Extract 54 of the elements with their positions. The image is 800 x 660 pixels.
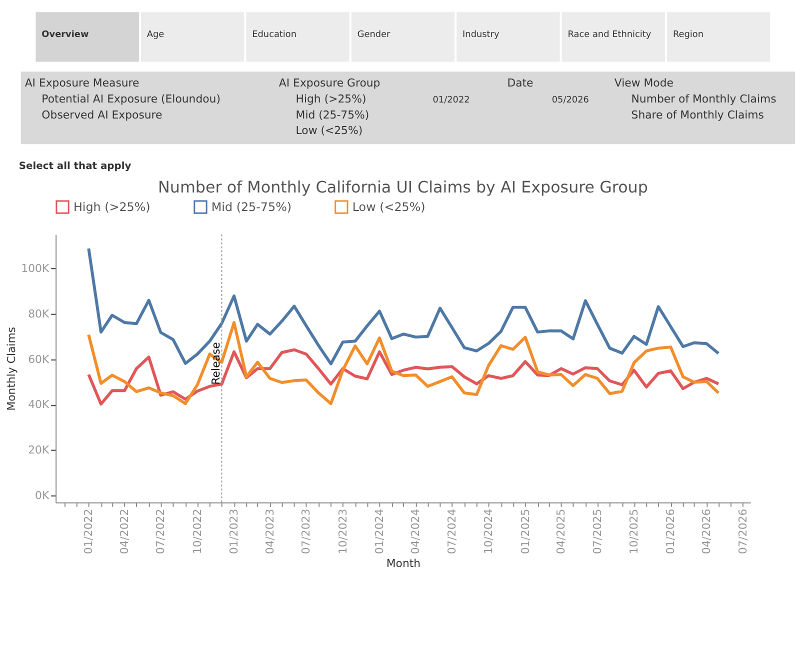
legend-label: High (>25%) [73,200,150,214]
text: Low (<25%) [296,124,363,138]
text: Education [252,30,297,40]
text: 05/2026 [552,95,590,106]
text: Number of Monthly Claims [631,92,777,106]
x-tick-label: 10/2022 [190,508,204,554]
text: Share of Monthly Claims [631,108,764,122]
text: Age [146,30,165,40]
y-tick-label: 80K [28,307,50,320]
text: Observed AI Exposure [42,108,163,122]
text: Potential AI Exposure (Eloundou) [42,92,220,106]
x-tick-label: 10/2024 [482,508,496,554]
text: Date [507,76,534,90]
x-tick-label: 07/2024 [445,508,458,554]
x-axis-title: Month [386,557,421,570]
x-tick-label: 07/2022 [154,508,168,554]
text: View Mode [614,76,674,90]
x-tick-label: 01/2025 [518,508,532,554]
y-axis-title: Monthly Claims [5,326,18,411]
x-tick-label: 01/2022 [82,508,96,554]
text: High (>25%) [296,92,366,106]
text: Overview [42,30,89,40]
legend-label: Mid (25-75%) [211,200,292,214]
text: Region [672,30,704,40]
y-tick-label: 20K [28,444,50,457]
x-tick-label: 04/2023 [263,508,276,554]
text: AI Exposure Group [278,76,380,90]
x-tick-label: 10/2025 [628,508,641,554]
y-tick-label: 100K [21,262,50,275]
x-tick-label: 04/2025 [554,508,568,554]
text: Select all that apply [18,160,132,172]
ref-line-label: Release [210,342,223,385]
x-tick-label: 04/2024 [409,508,422,554]
text: Gender [357,30,391,40]
x-tick-label: 07/2026 [736,508,750,554]
text: Race and Ethnicity [568,30,652,40]
x-tick-label: 01/2026 [664,508,678,554]
line-series [87,321,720,406]
x-tick-label: 01/2024 [372,508,386,554]
text: Mid (25-75%) [296,108,370,122]
legend-label: Low (<25%) [352,200,426,214]
y-tick-label: 60K [28,352,50,366]
x-tick-label: 01/2023 [228,508,241,554]
y-tick-label: 0K [35,489,50,502]
text: AI Exposure Measure [24,76,140,90]
chart-title: Number of Monthly California UI Claims by AI Exposure Group [158,178,648,197]
x-tick-label: 04/2026 [700,508,714,554]
text: 01/2022 [432,95,470,106]
x-tick-label: 10/2023 [336,508,350,554]
x-tick-label: 04/2022 [118,508,131,554]
text: Industry [462,30,500,40]
x-tick-label: 07/2025 [590,508,604,554]
x-tick-label: 07/2023 [300,508,313,554]
y-tick-label: 40K [28,398,50,412]
